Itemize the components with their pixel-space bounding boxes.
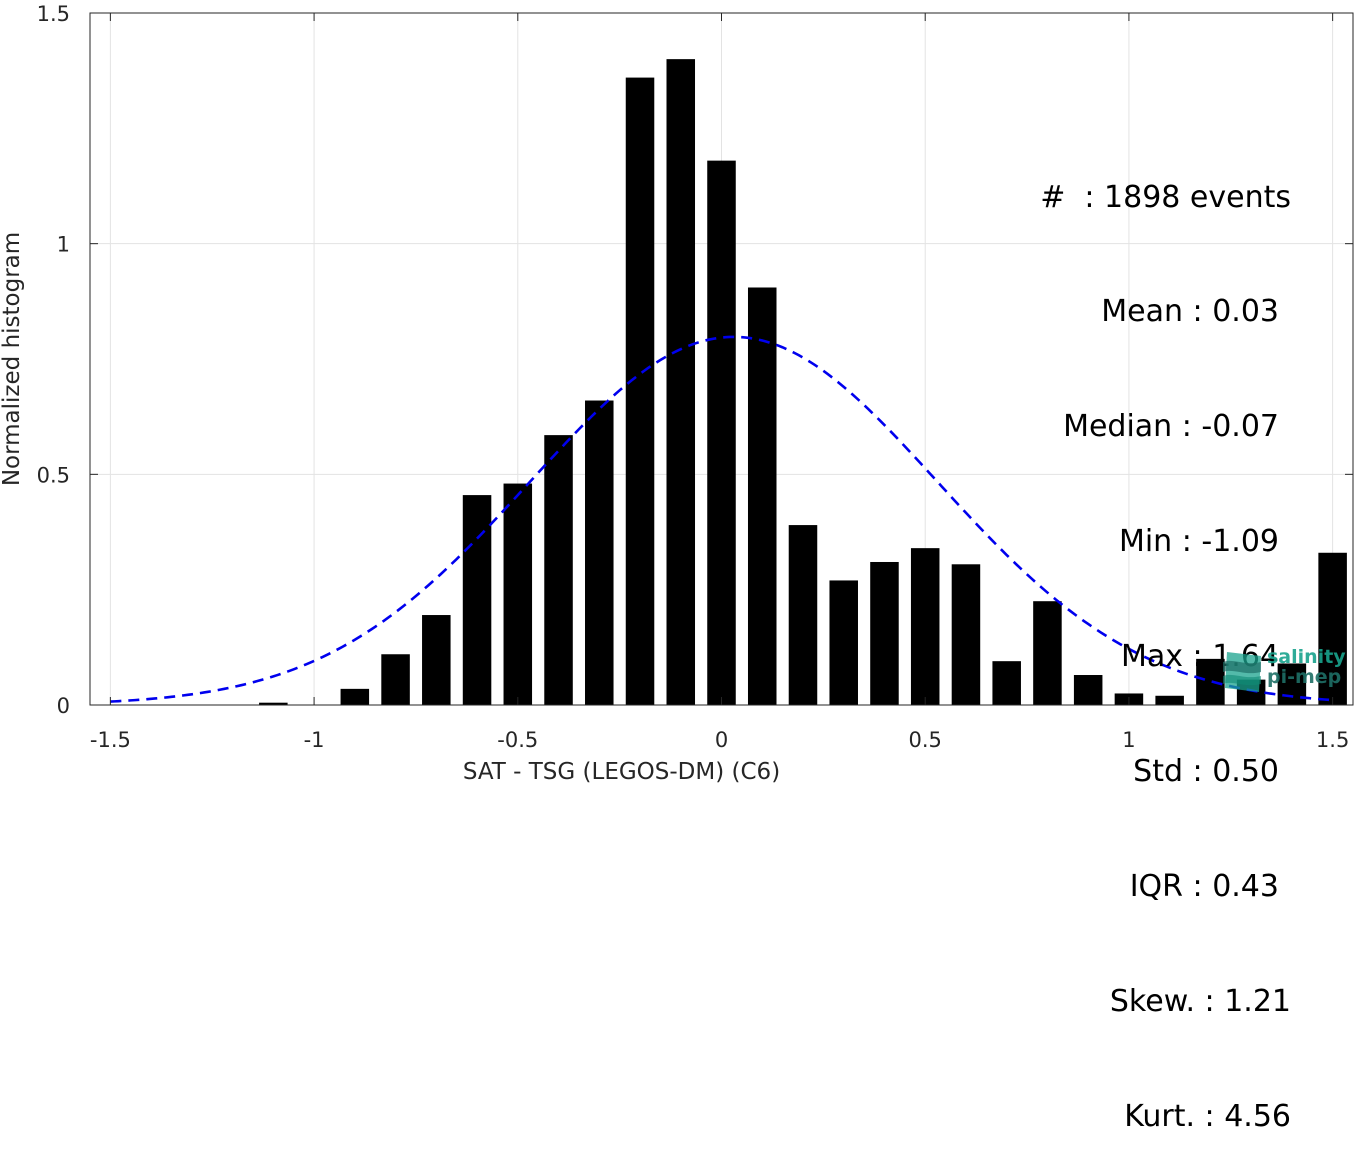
stat-iqr: IQR : 0.43 (1129, 868, 1279, 904)
stat-kurt: Kurt. : 4.56 (1124, 1098, 1291, 1134)
histogram-bar (544, 435, 573, 705)
histogram-bar (1073, 675, 1103, 705)
histogram-bar (1155, 695, 1184, 705)
y-tick-label: 1.5 (37, 2, 70, 26)
stat-events: # : 1898 events (1040, 179, 1291, 215)
stat-std: Std : 0.50 (1133, 754, 1279, 790)
y-tick-label: 1 (57, 233, 70, 257)
stat-median: Median : -0.07 (1063, 409, 1279, 445)
logo-text-salinity: salinity (1267, 646, 1346, 668)
histogram-bar (503, 483, 533, 705)
histogram-bar (259, 702, 288, 705)
stat-min: Min : -1.09 (1118, 524, 1279, 560)
histogram-bar (747, 287, 777, 705)
stat-mean: Mean : 0.03 (1101, 294, 1279, 330)
logo-mark-icon (1223, 652, 1261, 692)
histogram-bar (870, 561, 899, 705)
axis-ticks: -1.5 -1 -0.5 0 0.5 1 1.5 0 0.5 1 1.5 (37, 2, 1353, 752)
x-tick-label: -1 (304, 728, 325, 752)
histogram-bar (666, 59, 696, 705)
histogram-bar (381, 654, 410, 705)
logo-text-pimep: pi-mep (1267, 666, 1342, 688)
histogram-bar (707, 160, 736, 706)
stat-skew: Skew. : 1.21 (1109, 983, 1291, 1019)
salinity-pimep-logo: salinity pi-mep (1221, 646, 1346, 696)
histogram-bar (422, 615, 451, 705)
histogram-bar (829, 580, 858, 705)
histogram-bar (910, 548, 940, 705)
histogram-bar (462, 495, 492, 705)
normal-fit-curve (110, 335, 1333, 703)
statistics-box: # : 1898 events Mean : 0.03 Median : -0.… (1040, 102, 1291, 1174)
y-tick-label: 0 (57, 694, 70, 718)
histogram-bar (1033, 601, 1062, 705)
x-tick-label: 1.5 (1316, 728, 1349, 752)
histogram-bar (585, 400, 614, 705)
histogram-bar (992, 661, 1021, 705)
x-tick-label: 0 (715, 728, 728, 752)
histogram-bar (625, 77, 655, 705)
histogram-bar (788, 525, 818, 705)
x-tick-label: 1 (1122, 728, 1135, 752)
x-tick-label: 0.5 (909, 728, 942, 752)
histogram-bar (340, 688, 370, 705)
x-tick-label: -1.5 (90, 728, 131, 752)
histogram-bar (1196, 658, 1225, 705)
histogram-bars (259, 59, 1347, 706)
y-axis-label: Normalized histogram (0, 232, 25, 486)
x-axis-label: SAT - TSG (LEGOS-DM) (C6) (463, 759, 780, 785)
histogram-chart: -1.5 -1 -0.5 0 0.5 1 1.5 0 0.5 1 1.5 SAT - TSG (LE… (0, 2, 1354, 785)
x-tick-label: -0.5 (497, 728, 538, 752)
histogram-bar (951, 564, 981, 705)
histogram-bar (1318, 552, 1347, 705)
y-tick-label: 0.5 (37, 463, 70, 487)
